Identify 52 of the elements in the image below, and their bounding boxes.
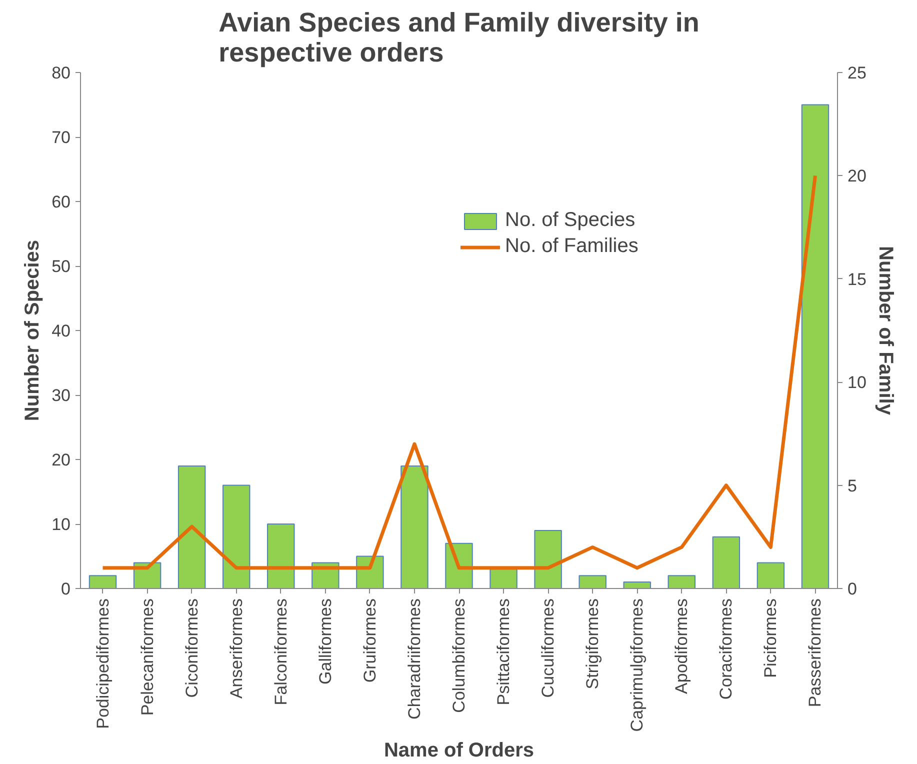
y2-tick-label: 0 — [848, 580, 857, 598]
legend-label: No. of Species — [505, 209, 636, 232]
x-tick-label: Caprimulgiformes — [628, 598, 647, 732]
chart-title: Avian Species and Family diversity in respective orders — [218, 8, 700, 68]
y2-tick-label: 10 — [848, 373, 866, 392]
y-tick-label: 10 — [52, 515, 71, 534]
y-tick-label: 30 — [52, 386, 71, 405]
line-series — [101, 174, 817, 570]
legend-label: No. of Families — [505, 235, 638, 258]
x-tick-label: Anseriformes — [226, 598, 246, 699]
x-axis-title: Name of Orders — [384, 740, 534, 762]
y2-tick-label: 20 — [848, 166, 866, 186]
x-tick-label: Piciformes — [761, 598, 780, 678]
y-tick-label: 70 — [52, 128, 71, 147]
x-tick-label: Cuculiformes — [538, 598, 558, 698]
y-tick-label: 0 — [61, 580, 71, 598]
x-tick-label: Pelecaniformes — [138, 598, 157, 716]
bar — [668, 575, 696, 588]
y-tick-label: 20 — [52, 450, 71, 470]
x-tick-label: Columbiformes — [450, 598, 468, 713]
y2-tick-label: 5 — [848, 476, 857, 496]
bar — [712, 536, 740, 588]
bar — [222, 484, 250, 588]
bar — [578, 575, 606, 588]
bar — [490, 568, 518, 588]
y-tick-label: 40 — [52, 322, 71, 340]
x-tick-label: Apodiformes — [672, 598, 692, 694]
x-tick-label: Podicipediformes — [93, 598, 112, 729]
y2-tick-label: 15 — [848, 270, 866, 289]
y-axis-title: Number of Species — [22, 240, 44, 422]
x-tick-label: Strigiformes — [583, 598, 602, 690]
x-tick-label: Charadriiformes — [404, 598, 424, 720]
y-tick-label: 50 — [52, 257, 71, 276]
x-tick-label: Coraciformes — [716, 598, 736, 700]
bar — [178, 465, 206, 588]
bar — [88, 575, 117, 588]
x-tick-label: Falconiformes — [271, 598, 290, 706]
y-tick-label: 80 — [52, 64, 71, 82]
x-tick-label: Gruiformes — [360, 598, 380, 683]
x-tick-label: Ciconiformes — [182, 598, 202, 698]
bar — [534, 530, 562, 588]
bar — [801, 104, 830, 588]
bar — [400, 465, 428, 588]
bar — [267, 524, 295, 588]
bar — [756, 562, 785, 588]
x-tick-label: Passeriformes — [806, 598, 825, 708]
y2-tick-label: 25 — [848, 64, 866, 82]
x-tick-label: Psittaciformes — [494, 598, 514, 706]
y2-axis-title: Number of Family — [874, 246, 896, 416]
x-tick-label: Galliformes — [316, 598, 335, 684]
y-tick-label: 60 — [52, 192, 71, 212]
bar — [623, 582, 651, 588]
